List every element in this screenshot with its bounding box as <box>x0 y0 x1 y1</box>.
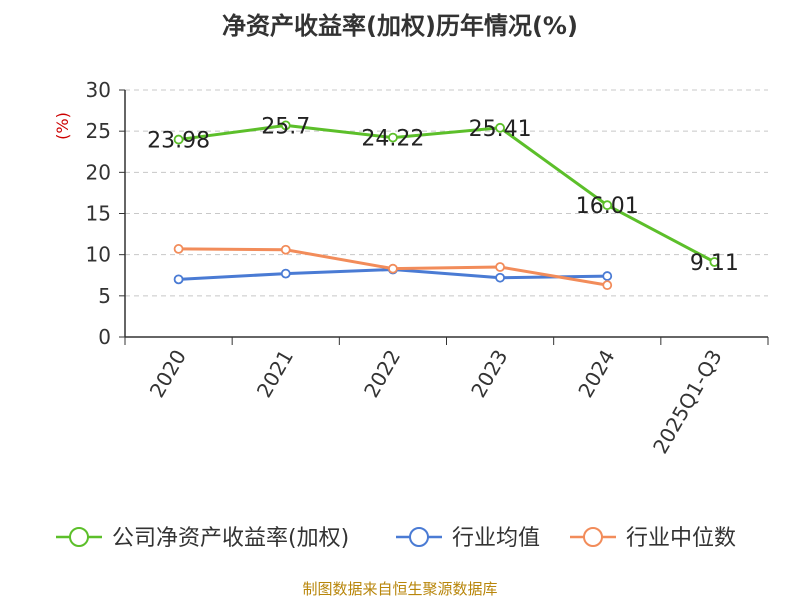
x-tick-label: 2021 <box>252 346 298 402</box>
y-tick-label: 0 <box>98 325 111 349</box>
data-source-note: 制图数据来自恒生聚源数据库 <box>302 580 498 598</box>
data-point <box>173 274 184 285</box>
x-tick-label: 2023 <box>466 346 512 402</box>
data-point <box>280 244 291 255</box>
data-point <box>495 122 505 133</box>
data-label: 24.22 <box>361 127 424 152</box>
series-layer <box>173 120 720 291</box>
y-tick-label: 5 <box>98 284 111 308</box>
data-point <box>495 262 505 272</box>
x-tick-label: 2025Q1-Q3 <box>648 346 727 458</box>
chart-title: 净资产收益率(加权)历年情况(%) <box>222 12 578 40</box>
data-point <box>602 271 613 281</box>
y-tick-label: 15 <box>86 202 111 226</box>
data-point <box>602 280 613 291</box>
legend-label: 行业中位数 <box>626 526 736 551</box>
data-label: 25.7 <box>261 114 310 139</box>
data-point <box>173 134 184 145</box>
data-point <box>709 257 720 267</box>
data-point <box>495 272 505 283</box>
data-point <box>280 120 291 131</box>
legend-marker <box>583 527 603 547</box>
data-label: 23.98 <box>147 129 210 154</box>
x-tick-label: 2020 <box>145 346 191 402</box>
data-point <box>602 200 613 211</box>
data-point <box>388 263 398 274</box>
data-point <box>388 132 398 143</box>
legend-label: 行业均值 <box>452 526 540 551</box>
legend-marker <box>409 527 429 547</box>
data-labels: 23.98 25.7 24.22 25.41 16.01 9.11 <box>147 114 739 276</box>
legend-label: 公司净资产收益率(加权) <box>112 526 349 551</box>
data-point <box>173 244 184 254</box>
data-label: 16.01 <box>576 194 639 219</box>
y-tick-label: 25 <box>86 119 111 143</box>
x-tick-label: 2024 <box>573 346 619 402</box>
legend-marker <box>69 527 89 547</box>
y-tick-label: 10 <box>86 243 111 267</box>
x-tick-label: 2022 <box>359 346 405 402</box>
data-label: 9.11 <box>690 251 739 276</box>
data-point <box>280 268 291 279</box>
grid-lines <box>125 89 768 297</box>
y-tick-label: 30 <box>86 78 111 102</box>
data-label: 25.41 <box>469 117 532 142</box>
series-line <box>178 123 716 264</box>
y-axis-unit: (%) <box>53 112 72 140</box>
legend: 公司净资产收益率(加权) 行业均值 行业中位数 <box>56 526 736 551</box>
y-tick-label: 20 <box>86 160 111 184</box>
